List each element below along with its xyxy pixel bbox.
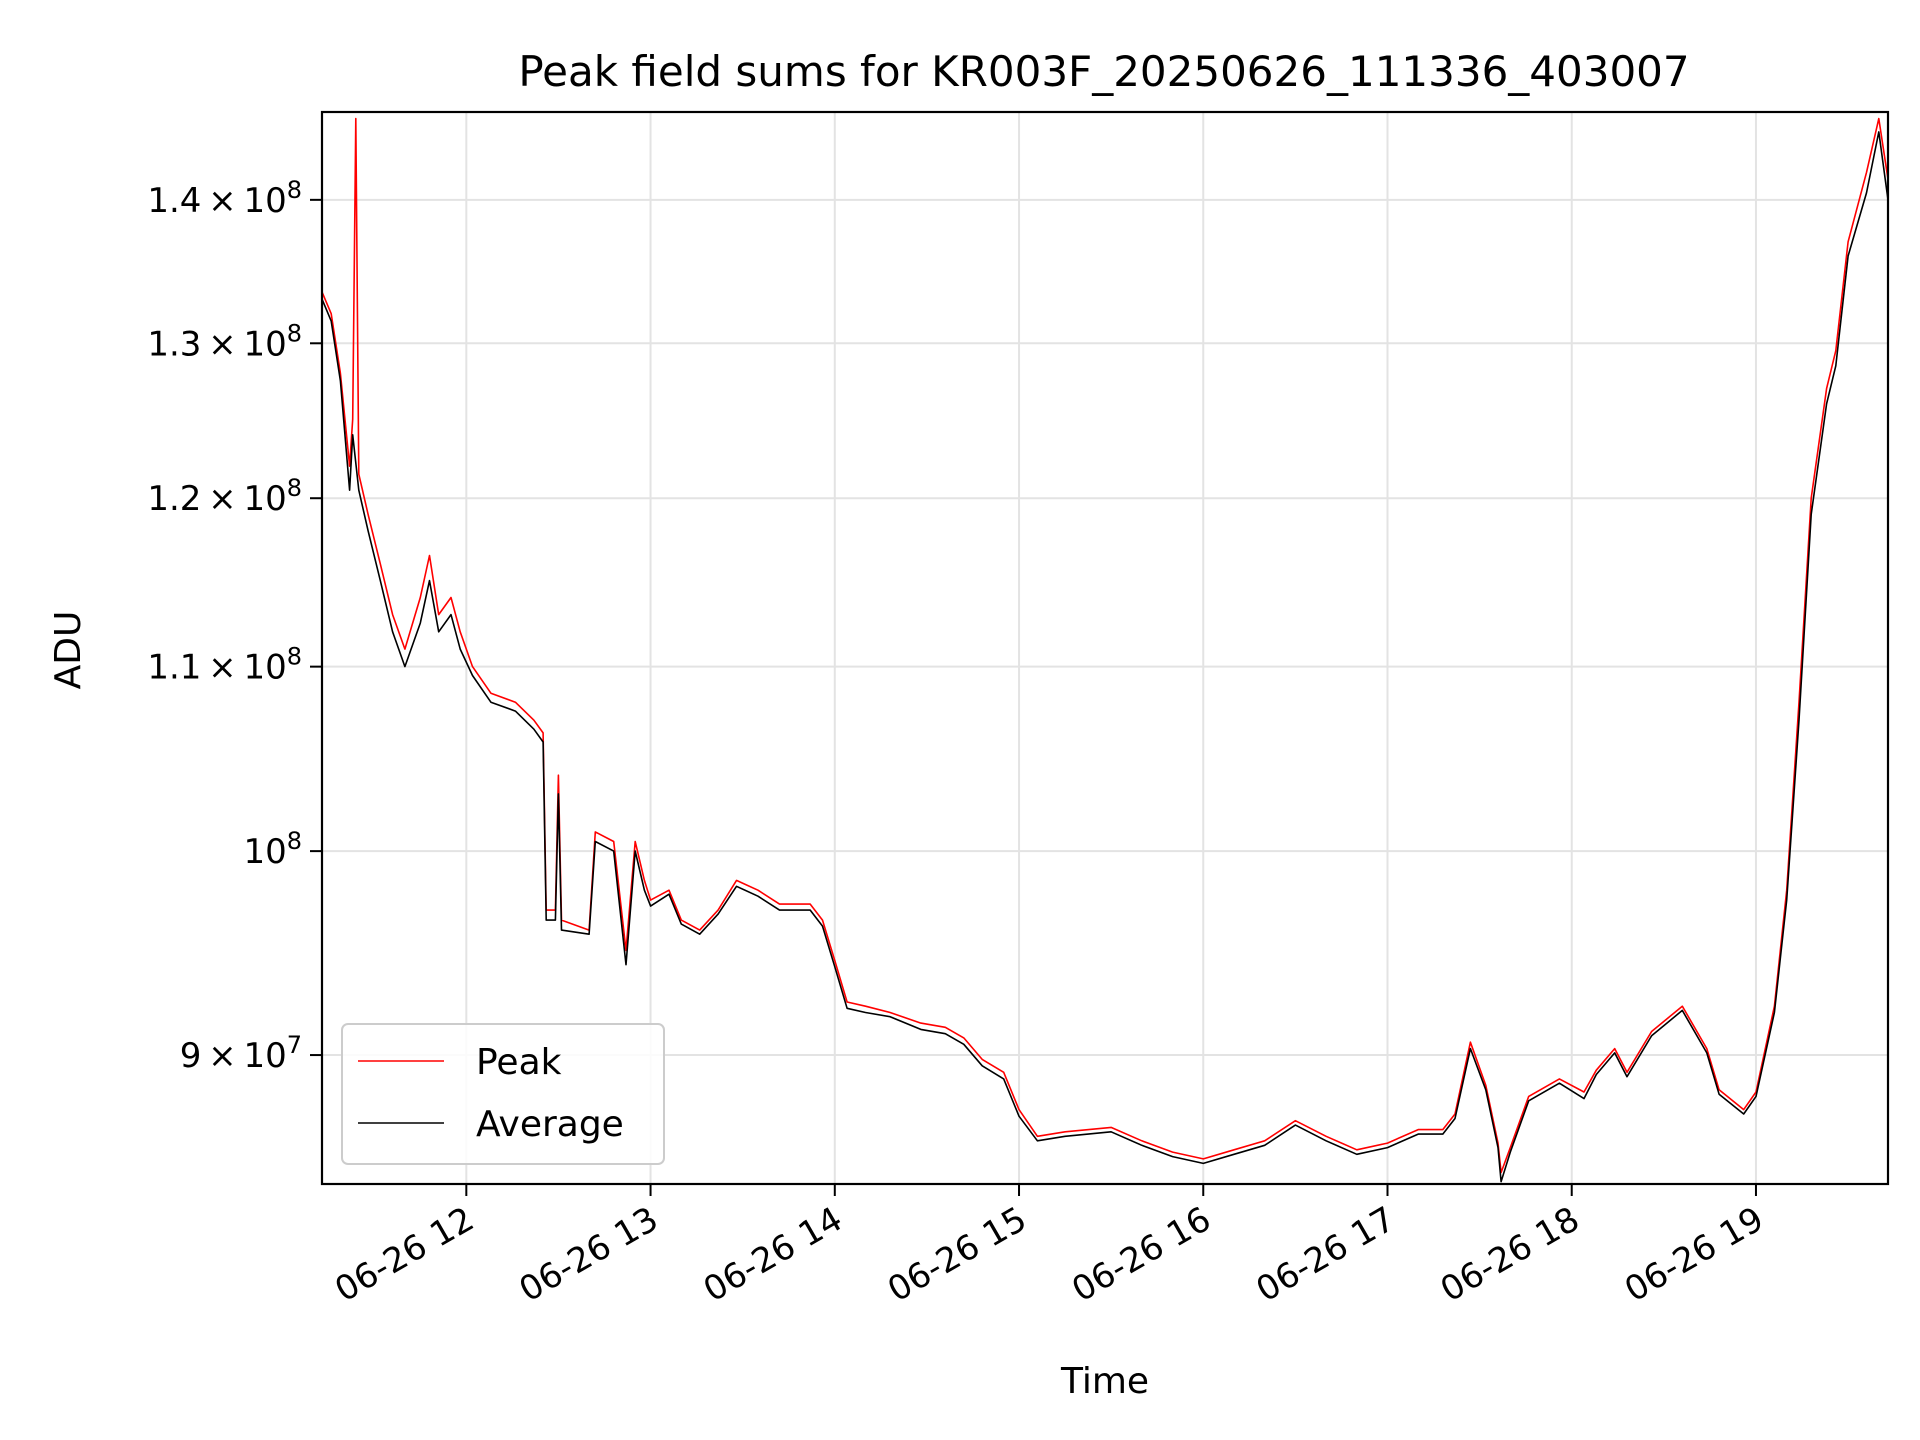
legend-label-peak: Peak — [476, 1042, 562, 1083]
y-tick-label: 1.4 × 108 — [147, 176, 302, 221]
y-tick-mantissa: 10 — [243, 832, 286, 872]
y-tick-mantissa: 1.4 × 10 — [147, 181, 286, 221]
y-axis-title: ADU — [48, 611, 89, 690]
y-tick-mantissa: 1.2 × 10 — [147, 479, 286, 519]
chart-title: Peak field sums for KR003F_20250626_1113… — [518, 47, 1689, 96]
series-lines — [322, 117, 1888, 1183]
y-tick-mantissa: 9 × 10 — [180, 1036, 287, 1076]
grid — [322, 112, 1888, 1184]
y-tick-label: 108 — [243, 827, 302, 872]
series-line-average — [322, 131, 1888, 1183]
y-tick-exponent: 8 — [287, 319, 302, 347]
y-tick-exponent: 8 — [287, 176, 302, 204]
series-line-peak — [322, 117, 1888, 1174]
x-axis-title: Time — [1060, 1361, 1149, 1402]
legend: Peak Average — [341, 1023, 665, 1165]
y-tick-mantissa: 1.1 × 10 — [147, 648, 286, 688]
y-tick-label: 1.1 × 108 — [147, 643, 302, 688]
y-tick-exponent: 8 — [287, 643, 302, 671]
y-tick-label: 1.2 × 108 — [147, 474, 302, 519]
y-tick-label: 1.3 × 108 — [147, 319, 302, 364]
plot-frame — [320, 110, 1890, 1186]
legend-box — [341, 1023, 665, 1165]
y-tick-mantissa: 1.3 × 10 — [147, 324, 286, 364]
y-tick-exponent: 8 — [287, 474, 302, 502]
y-tick-exponent: 8 — [287, 827, 302, 855]
y-tick-label: 9 × 107 — [180, 1031, 302, 1076]
y-tick-exponent: 7 — [287, 1031, 302, 1059]
legend-label-average: Average — [476, 1104, 624, 1145]
